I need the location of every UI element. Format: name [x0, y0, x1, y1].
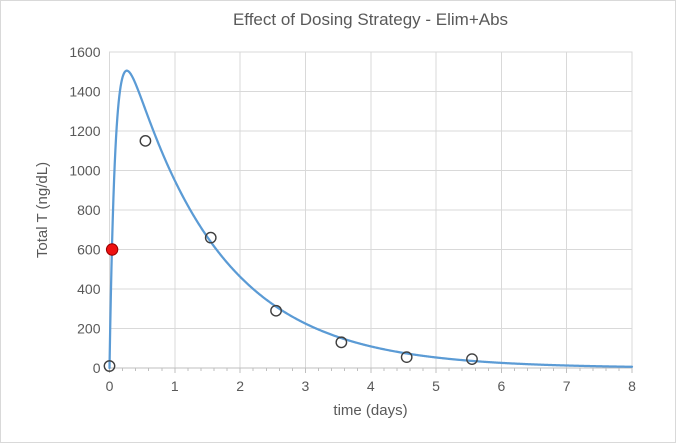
- x-tick-label: 6: [497, 378, 505, 394]
- data-point-marker: [335, 336, 348, 349]
- y-tick-label: 1400: [69, 84, 100, 100]
- y-tick-label: 200: [77, 321, 101, 337]
- data-point-marker: [139, 134, 152, 147]
- data-point-marker: [400, 351, 413, 364]
- y-tick-label: 400: [77, 281, 101, 297]
- y-tick-label: 0: [93, 360, 101, 376]
- y-tick-label: 600: [77, 242, 101, 258]
- data-point-marker: [466, 353, 478, 366]
- data-curve: [108, 69, 634, 370]
- y-tick-label: 800: [77, 202, 101, 218]
- x-tick-label: 4: [367, 378, 375, 394]
- y-tick-label: 1600: [69, 44, 100, 60]
- y-tick-label: 1000: [69, 163, 100, 179]
- x-tick-label: 7: [563, 378, 571, 394]
- x-tick-label: 2: [236, 378, 244, 394]
- x-tick-label: 5: [432, 378, 440, 394]
- red-baseline-marker: [105, 243, 119, 256]
- x-tick-label: 0: [106, 378, 114, 394]
- y-tick-label: 1200: [69, 123, 100, 139]
- x-tick-label: 1: [171, 378, 179, 394]
- data-point-marker: [103, 360, 116, 372]
- chart-title: Effect of Dosing Strategy - Elim+Abs: [232, 10, 509, 29]
- x-tick-label: 8: [628, 378, 636, 394]
- data-point-marker: [270, 304, 282, 317]
- x-axis-title: time (days): [333, 402, 408, 419]
- data-point-marker: [204, 231, 217, 244]
- x-tick-label: 3: [302, 378, 310, 394]
